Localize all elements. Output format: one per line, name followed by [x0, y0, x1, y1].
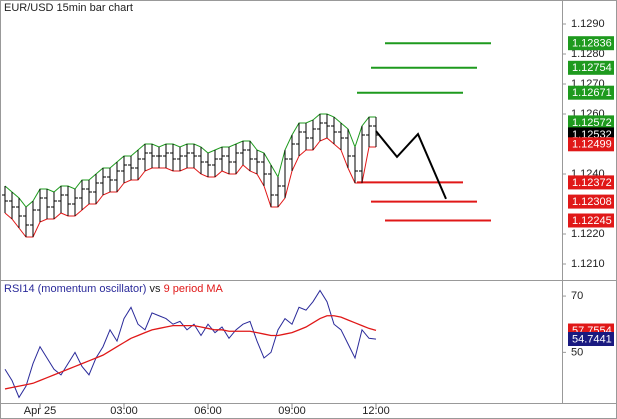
bar [23, 207, 29, 237]
bar [30, 201, 36, 237]
bar [128, 156, 134, 180]
x-tick-label: 12:00 [362, 405, 390, 417]
bar [107, 168, 113, 192]
y-tick-label: 50 [571, 346, 583, 358]
bar [93, 174, 99, 204]
bar [79, 180, 85, 210]
series-line [4, 289, 377, 399]
bar [142, 144, 148, 171]
price-tag-label: 1.12308 [572, 196, 612, 208]
bar [191, 144, 197, 168]
y-tick-label: 1.1210 [571, 258, 605, 270]
bar [121, 156, 127, 183]
projection-line [375, 130, 447, 200]
bar [184, 144, 190, 168]
bar [163, 144, 169, 168]
bar [51, 192, 57, 219]
bar [219, 147, 225, 171]
price-tag-label: 1.12754 [572, 62, 612, 74]
bar [296, 123, 302, 156]
rsi-title-part: 9 period MA [164, 283, 224, 295]
price-tag [568, 115, 614, 130]
bar [275, 177, 281, 207]
price-tag-label: 54.7441 [572, 333, 612, 345]
bar [310, 120, 316, 150]
price-tag-label: 1.12499 [572, 139, 612, 151]
series-line [4, 315, 377, 390]
price-tag [568, 194, 614, 209]
chart-title: EUR/USD 15min bar chart [4, 2, 133, 14]
bar [16, 198, 22, 228]
bar [65, 186, 71, 216]
price-tag-label: 1.12245 [572, 215, 612, 227]
bar [44, 189, 50, 219]
price-tag [568, 36, 614, 51]
bar [212, 150, 218, 177]
price-tag [568, 213, 614, 228]
bar [86, 180, 92, 204]
price-tag [568, 60, 614, 75]
bar [9, 192, 15, 219]
bar [114, 162, 120, 192]
price-tag [568, 331, 614, 346]
bar [58, 186, 64, 213]
bar [100, 168, 106, 195]
low-line [4, 137, 376, 238]
price-tag-label: 1.12671 [572, 87, 612, 99]
bar [317, 114, 323, 141]
bar [282, 150, 288, 198]
x-tick-label: 06:00 [194, 405, 222, 417]
price-tag-label: 1.12572 [572, 117, 612, 129]
bar [205, 153, 211, 177]
bar [233, 144, 239, 174]
bar [324, 114, 330, 138]
bar [2, 186, 8, 213]
bar [177, 147, 183, 171]
price-tag-label: 1.12372 [572, 177, 612, 189]
bar [345, 129, 351, 168]
bar [37, 189, 43, 222]
bar [289, 135, 295, 171]
bar [135, 150, 141, 180]
x-tick-label: 09:00 [278, 405, 306, 417]
bar [247, 141, 253, 171]
y-tick-label: 1.1220 [571, 228, 605, 240]
bar [72, 189, 78, 216]
bar [170, 144, 176, 171]
bar [254, 150, 260, 174]
bar [366, 117, 372, 147]
y-tick-label: 1.1280 [571, 48, 605, 60]
price-tag [568, 85, 614, 100]
bar [352, 147, 358, 183]
high-line [4, 113, 376, 208]
y-tick-label: 1.1290 [571, 18, 605, 30]
bar [268, 165, 274, 207]
price-tag [568, 175, 614, 190]
bar [149, 144, 155, 168]
price-tag-label: 1.12836 [572, 38, 612, 50]
bar [261, 153, 267, 186]
x-tick-label: 03:00 [110, 405, 138, 417]
rsi-title-part: vs [150, 283, 162, 295]
x-tick-label: Apr 25 [24, 405, 56, 417]
bar [359, 126, 365, 183]
bar [331, 117, 337, 144]
bar [198, 147, 204, 174]
price-tag [568, 137, 614, 152]
bar [226, 147, 232, 174]
bar [156, 147, 162, 168]
y-tick-label: 70 [571, 290, 583, 302]
bar [240, 141, 246, 165]
bar [303, 123, 309, 150]
rsi-title: RSI14 (momentum oscillator) vs 9 period … [4, 283, 224, 295]
bar [338, 123, 344, 150]
rsi-title-part: RSI14 (momentum oscillator) [4, 283, 146, 295]
